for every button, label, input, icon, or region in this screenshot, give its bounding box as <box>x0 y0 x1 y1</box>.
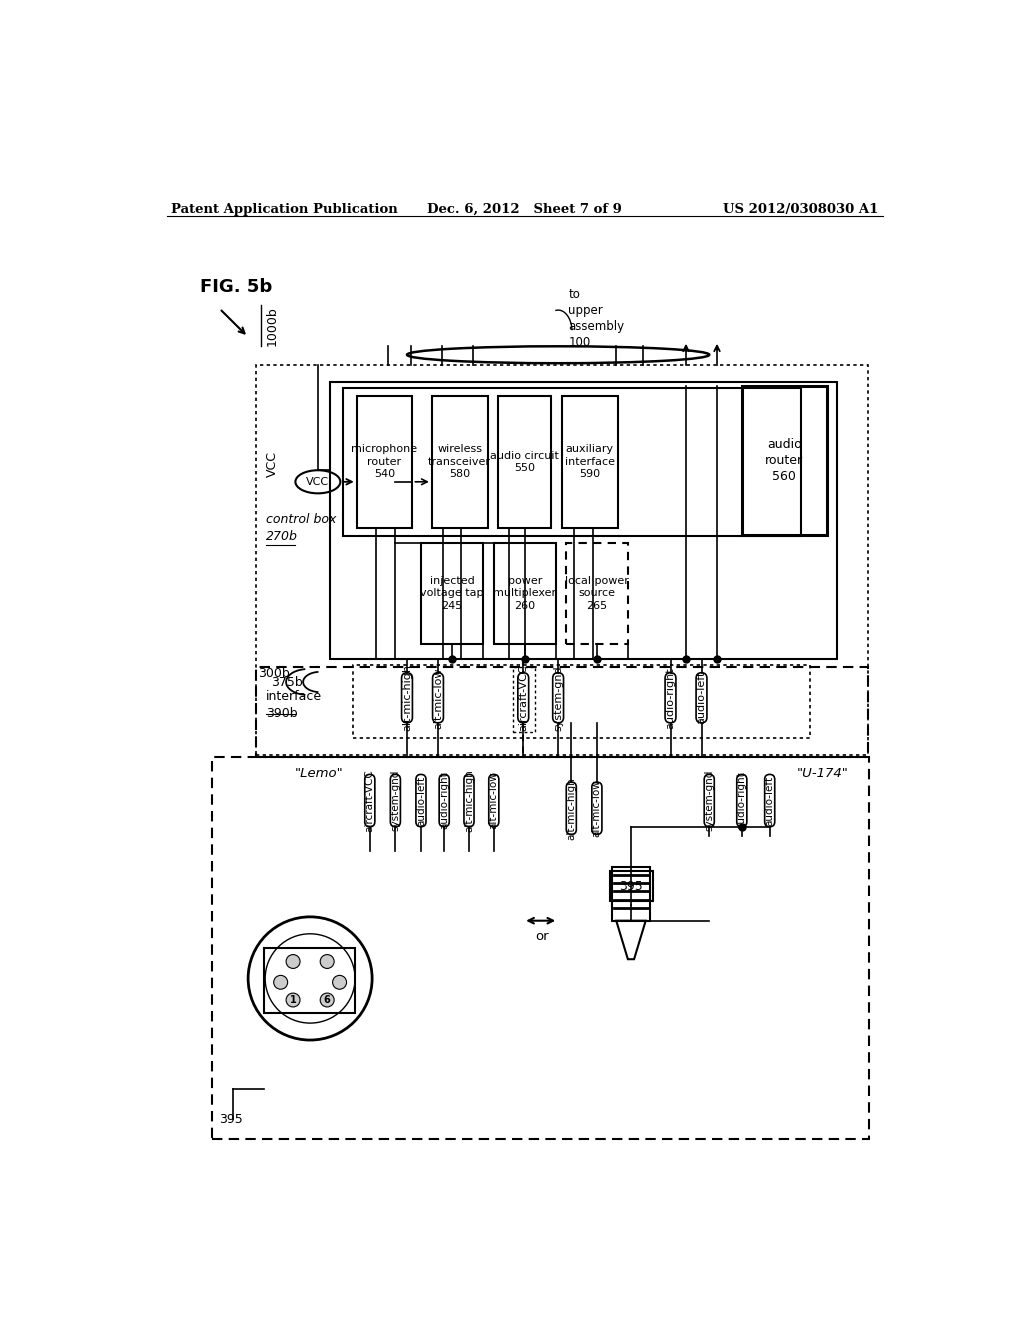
Text: interface
390b: interface 390b <box>266 690 323 721</box>
Text: system-gnd: system-gnd <box>553 665 563 730</box>
Text: 1: 1 <box>290 995 297 1005</box>
Bar <box>562 396 617 528</box>
Text: 395: 395 <box>219 1113 244 1126</box>
Bar <box>432 396 487 528</box>
Bar <box>212 758 869 1139</box>
Bar <box>356 396 413 528</box>
Text: audio
router
560: audio router 560 <box>765 438 804 483</box>
Text: 6: 6 <box>324 995 331 1005</box>
Text: alt-mic-high: alt-mic-high <box>402 664 412 731</box>
Bar <box>566 544 628 644</box>
Bar <box>610 871 652 902</box>
Text: system-gnd: system-gnd <box>390 770 400 832</box>
Text: audio-left: audio-left <box>696 671 707 725</box>
Bar <box>499 396 551 528</box>
Text: auxiliary
interface
590: auxiliary interface 590 <box>565 445 614 479</box>
Circle shape <box>273 975 288 989</box>
Bar <box>343 388 801 536</box>
Text: aircraft-VCC: aircraft-VCC <box>365 770 375 832</box>
Text: audio-right: audio-right <box>737 772 746 829</box>
Text: alt-mic-high: alt-mic-high <box>566 777 577 840</box>
Text: or: or <box>535 929 549 942</box>
Text: 395: 395 <box>620 879 643 892</box>
Text: 300b: 300b <box>258 667 290 680</box>
Text: Dec. 6, 2012   Sheet 7 of 9: Dec. 6, 2012 Sheet 7 of 9 <box>427 203 623 216</box>
Circle shape <box>321 954 334 969</box>
Bar <box>421 544 483 644</box>
Text: alt-mic-low: alt-mic-low <box>433 667 443 729</box>
Text: audio-right: audio-right <box>666 667 676 729</box>
Circle shape <box>286 954 300 969</box>
Circle shape <box>286 993 300 1007</box>
Text: VCC: VCC <box>266 451 279 477</box>
Bar <box>263 948 355 1014</box>
Text: control box
270b: control box 270b <box>266 513 336 543</box>
Bar <box>330 381 838 659</box>
Text: alt-mic-low: alt-mic-low <box>488 772 499 829</box>
Circle shape <box>333 975 346 989</box>
Bar <box>494 544 556 644</box>
Text: local power
source
265: local power source 265 <box>565 576 629 611</box>
Text: 375b: 375b <box>271 676 303 689</box>
Bar <box>256 667 868 758</box>
Text: to
upper
assembly
100: to upper assembly 100 <box>568 288 625 348</box>
Text: alt-mic-low: alt-mic-low <box>592 779 602 837</box>
Bar <box>741 387 827 535</box>
Text: "U-174": "U-174" <box>797 767 849 780</box>
Text: VCC: VCC <box>306 477 330 487</box>
Circle shape <box>321 993 334 1007</box>
Text: "Lemo": "Lemo" <box>295 767 343 780</box>
Text: power
multiplexer
260: power multiplexer 260 <box>494 576 556 611</box>
Text: audio-left: audio-left <box>416 776 426 825</box>
Text: system-gnd: system-gnd <box>705 770 715 832</box>
Text: audio circuit
550: audio circuit 550 <box>490 450 559 473</box>
Text: microphone
router
540: microphone router 540 <box>351 445 418 479</box>
Bar <box>256 364 868 755</box>
Bar <box>513 667 535 733</box>
Text: US 2012/0308030 A1: US 2012/0308030 A1 <box>723 203 879 216</box>
Text: alt-mic-high: alt-mic-high <box>464 770 474 832</box>
Text: FIG. 5b: FIG. 5b <box>200 277 272 296</box>
Text: aircraft-VCC: aircraft-VCC <box>518 664 528 731</box>
Bar <box>352 665 810 738</box>
Text: wireless
transceiver
580: wireless transceiver 580 <box>428 445 492 479</box>
Text: audio-left: audio-left <box>765 776 775 825</box>
Text: Patent Application Publication: Patent Application Publication <box>171 203 397 216</box>
Text: 1000b: 1000b <box>265 306 279 346</box>
Bar <box>612 867 649 921</box>
Text: injected
voltage tap
245: injected voltage tap 245 <box>420 576 483 611</box>
Text: audio-right: audio-right <box>439 772 450 829</box>
